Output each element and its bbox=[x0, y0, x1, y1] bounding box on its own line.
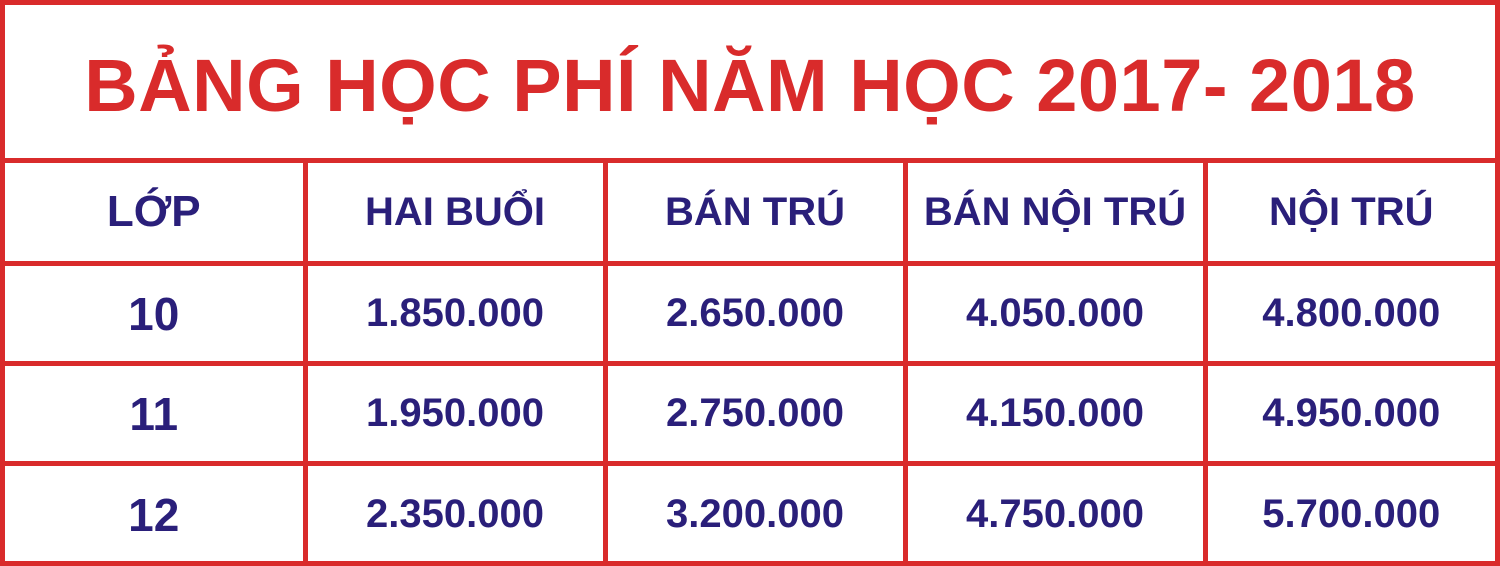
fee-cell: 4.050.000 bbox=[902, 261, 1208, 366]
fee-cell: 2.750.000 bbox=[602, 361, 908, 466]
fee-cell: 4.150.000 bbox=[902, 361, 1208, 466]
fee-cell: 1.850.000 bbox=[302, 261, 608, 366]
header-semi-residential: BÁN NỘI TRÚ bbox=[902, 158, 1208, 266]
title-row: BẢNG HỌC PHÍ NĂM HỌC 2017- 2018 bbox=[5, 5, 1495, 158]
grade-cell: 12 bbox=[5, 461, 308, 564]
table-header-row: LỚP HAI BUỔI BÁN TRÚ BÁN NỘI TRÚ NỘI TRÚ bbox=[5, 158, 1495, 266]
table-row: 12 2.350.000 3.200.000 4.750.000 5.700.0… bbox=[5, 461, 1495, 564]
fee-cell: 4.800.000 bbox=[1202, 261, 1495, 366]
fee-cell: 5.700.000 bbox=[1202, 461, 1495, 564]
grade-cell: 10 bbox=[5, 261, 308, 366]
table-row: 11 1.950.000 2.750.000 4.150.000 4.950.0… bbox=[5, 361, 1495, 466]
page-title: BẢNG HỌC PHÍ NĂM HỌC 2017- 2018 bbox=[84, 44, 1416, 127]
fee-cell: 4.750.000 bbox=[902, 461, 1208, 564]
fee-cell: 2.650.000 bbox=[602, 261, 908, 366]
fee-table: LỚP HAI BUỔI BÁN TRÚ BÁN NỘI TRÚ NỘI TRÚ… bbox=[5, 158, 1495, 564]
header-semi-boarding: BÁN TRÚ bbox=[602, 158, 908, 266]
header-two-session: HAI BUỔI bbox=[302, 158, 608, 266]
fee-cell: 2.350.000 bbox=[302, 461, 608, 564]
fee-cell: 4.950.000 bbox=[1202, 361, 1495, 466]
header-residential: NỘI TRÚ bbox=[1202, 158, 1495, 266]
fee-cell: 1.950.000 bbox=[302, 361, 608, 466]
fee-cell: 3.200.000 bbox=[602, 461, 908, 564]
grade-cell: 11 bbox=[5, 361, 308, 466]
table-row: 10 1.850.000 2.650.000 4.050.000 4.800.0… bbox=[5, 261, 1495, 366]
header-grade: LỚP bbox=[5, 158, 308, 266]
